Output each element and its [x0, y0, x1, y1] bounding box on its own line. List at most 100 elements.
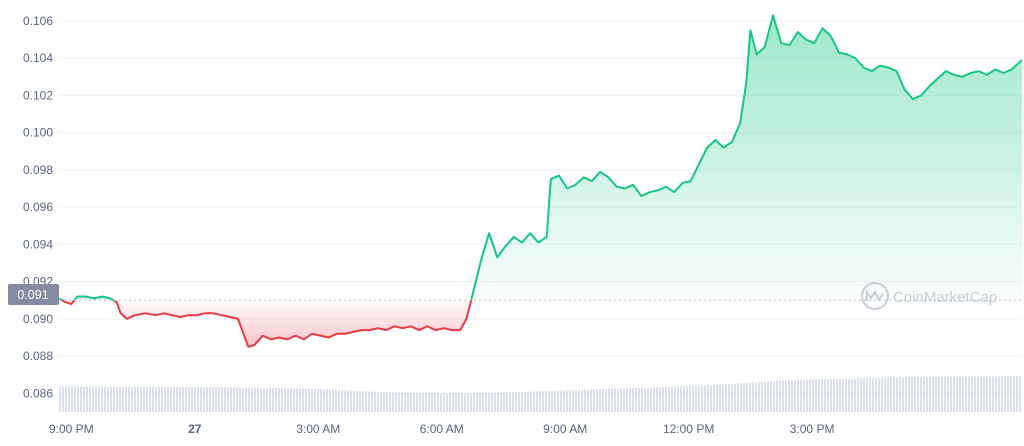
volume-bar: [596, 389, 598, 412]
volume-bar: [428, 392, 430, 412]
volume-bar: [890, 377, 892, 412]
volume-bar: [773, 381, 775, 412]
volume-bar: [704, 385, 706, 412]
x-tick-label: 12:00 PM: [663, 422, 714, 436]
volume-bar: [761, 381, 763, 412]
volume-bar: [569, 390, 571, 412]
volume-bar: [836, 378, 838, 412]
volume-bar: [458, 393, 460, 412]
volume-bar: [812, 379, 814, 412]
volume-bar: [563, 390, 565, 412]
volume-bar: [335, 389, 337, 412]
volume-bar: [275, 388, 277, 412]
volume-bar: [593, 389, 595, 412]
volume-bar: [656, 387, 658, 412]
volume-bar: [1001, 376, 1003, 412]
volume-bar: [557, 390, 559, 412]
volume-bar: [1019, 376, 1021, 412]
volume-bar: [209, 387, 211, 412]
volume-bar: [470, 393, 472, 412]
volume-bar: [284, 388, 286, 412]
volume-bar: [305, 388, 307, 412]
volume-bar: [338, 389, 340, 412]
volume-bar: [173, 386, 175, 412]
volume-bar: [995, 376, 997, 412]
volume-bar: [383, 392, 385, 412]
volume-bar: [644, 387, 646, 412]
volume-bar: [959, 376, 961, 412]
volume-bar: [140, 386, 142, 412]
volume-bar: [926, 376, 928, 412]
volume-bar: [251, 387, 253, 412]
volume-bar: [467, 393, 469, 412]
volume-bar: [182, 386, 184, 412]
volume-bar: [734, 383, 736, 412]
volume-bar: [653, 387, 655, 412]
volume-bar: [674, 386, 676, 412]
volume-bar: [362, 391, 364, 412]
volume-bar: [929, 376, 931, 412]
volume-bar: [494, 392, 496, 412]
volume-bar: [743, 383, 745, 412]
volume-bar: [296, 388, 298, 412]
volume-bar: [416, 392, 418, 412]
volume-bar: [128, 386, 130, 412]
volume-bar: [188, 387, 190, 412]
volume-bar: [716, 384, 718, 412]
volume-bar: [941, 376, 943, 412]
volume-bar: [323, 389, 325, 412]
volume-bar: [359, 391, 361, 412]
volume-bar: [680, 386, 682, 412]
volume-bar: [575, 389, 577, 412]
volume-bar: [497, 392, 499, 412]
volume-bar: [347, 390, 349, 412]
volume-bar: [800, 379, 802, 412]
volume-bar: [863, 378, 865, 412]
volume-bar: [71, 386, 73, 412]
volume-bar: [599, 389, 601, 412]
volume-bar: [752, 382, 754, 412]
volume-bar: [872, 377, 874, 412]
volume-bar: [392, 392, 394, 412]
volume-bar: [422, 392, 424, 412]
volume-bar: [731, 383, 733, 412]
volume-bar: [701, 385, 703, 412]
y-tick-label: 0.088: [23, 349, 53, 363]
volume-bar: [833, 378, 835, 412]
volume-bar: [791, 380, 793, 412]
volume-bar: [152, 386, 154, 412]
volume-bar: [425, 392, 427, 412]
volume-bar: [224, 387, 226, 412]
volume-bar: [590, 389, 592, 412]
volume-bar: [89, 386, 91, 412]
volume-bar: [371, 391, 373, 412]
volume-bar: [689, 385, 691, 412]
volume-bar: [290, 388, 292, 412]
volume-bar: [491, 392, 493, 412]
volume-bar: [818, 379, 820, 412]
volume-bar: [107, 386, 109, 412]
y-tick-label: 0.100: [23, 126, 53, 140]
volume-bar: [824, 379, 826, 412]
volume-bar: [134, 386, 136, 412]
volume-bar: [527, 391, 529, 412]
volume-bar: [920, 376, 922, 412]
volume-bar: [119, 386, 121, 412]
price-line-down: [112, 299, 473, 348]
volume-bar: [710, 385, 712, 412]
volume-bar: [626, 388, 628, 412]
volume-bar: [116, 386, 118, 412]
volume-bar: [587, 389, 589, 412]
volume-bar: [248, 387, 250, 412]
volume-bar: [707, 385, 709, 412]
volume-bar: [914, 376, 916, 412]
volume-bar: [62, 386, 64, 412]
volume-bar: [158, 386, 160, 412]
volume-bar: [809, 379, 811, 412]
x-tick-label: 3:00 AM: [296, 422, 340, 436]
volume-bar: [842, 378, 844, 412]
price-line-down: [61, 299, 76, 305]
volume-bar: [635, 388, 637, 412]
